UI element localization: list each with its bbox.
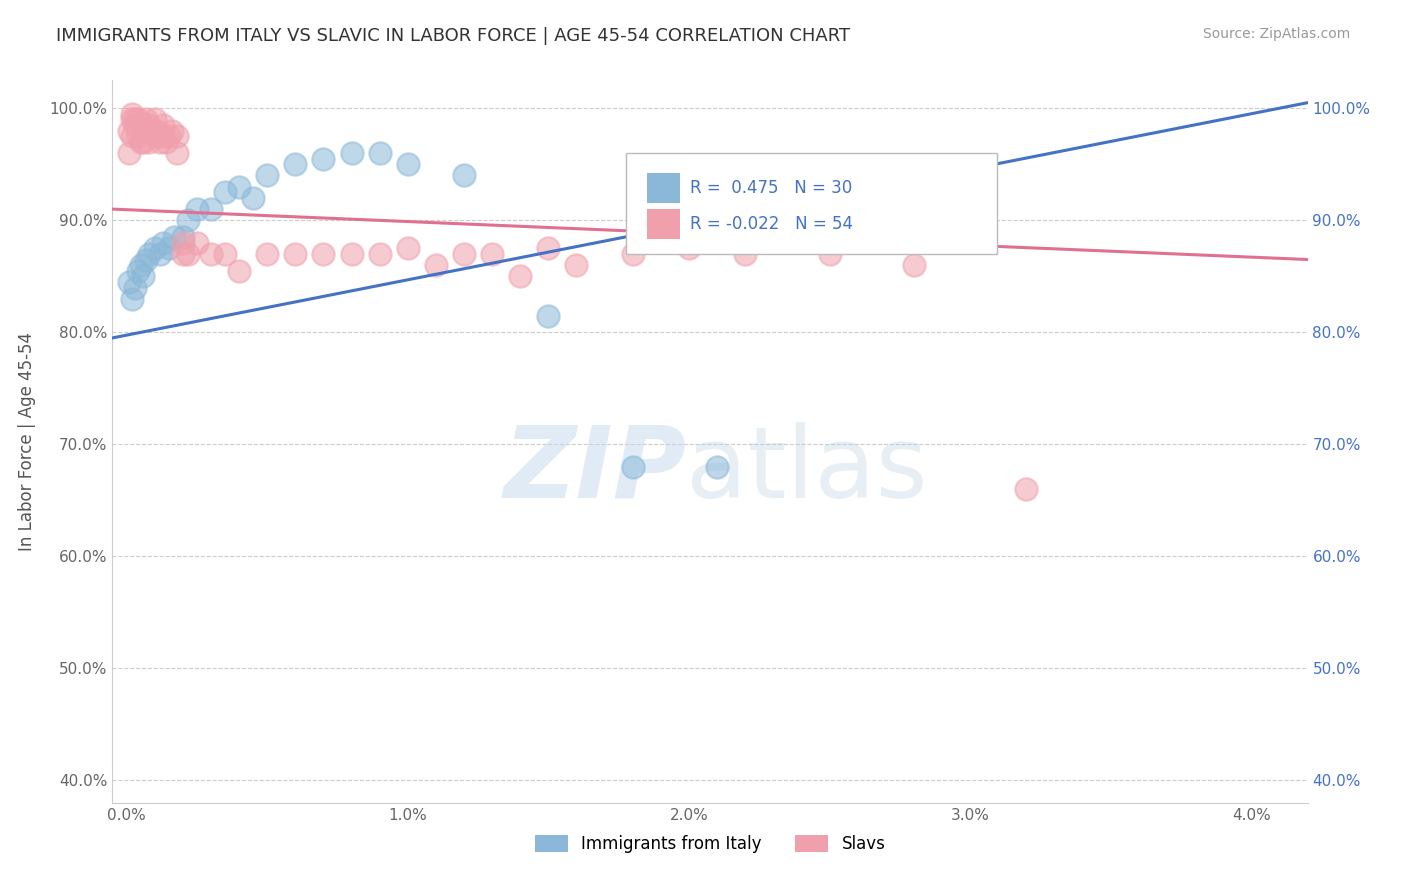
- Point: [149, 247, 172, 261]
- Point: [565, 258, 588, 272]
- Point: [453, 169, 475, 183]
- Point: [124, 280, 146, 294]
- Point: [177, 213, 200, 227]
- Point: [340, 247, 363, 261]
- Point: [143, 112, 166, 127]
- Point: [163, 230, 186, 244]
- Point: [166, 129, 188, 144]
- Point: [284, 247, 307, 261]
- Point: [138, 135, 160, 149]
- FancyBboxPatch shape: [647, 209, 681, 239]
- Point: [138, 247, 160, 261]
- Point: [214, 186, 236, 200]
- Point: [172, 235, 194, 250]
- Point: [129, 118, 152, 132]
- Text: ZIP: ZIP: [503, 422, 686, 519]
- Point: [121, 112, 143, 127]
- Point: [135, 252, 157, 267]
- Point: [157, 241, 180, 255]
- Point: [734, 247, 756, 261]
- Point: [152, 235, 174, 250]
- Text: R =  0.475   N = 30: R = 0.475 N = 30: [690, 179, 852, 197]
- Text: atlas: atlas: [686, 422, 928, 519]
- Point: [172, 247, 194, 261]
- Point: [118, 146, 141, 161]
- FancyBboxPatch shape: [647, 173, 681, 203]
- Point: [143, 129, 166, 144]
- Point: [132, 135, 155, 149]
- Point: [143, 241, 166, 255]
- Point: [141, 124, 163, 138]
- Point: [118, 275, 141, 289]
- Point: [135, 124, 157, 138]
- Point: [242, 191, 264, 205]
- Point: [228, 263, 250, 277]
- Text: Source: ZipAtlas.com: Source: ZipAtlas.com: [1202, 27, 1350, 41]
- Point: [256, 169, 278, 183]
- Point: [124, 112, 146, 127]
- Point: [621, 459, 644, 474]
- Point: [186, 202, 208, 216]
- Point: [396, 157, 419, 171]
- Point: [228, 179, 250, 194]
- Point: [146, 124, 169, 138]
- Point: [340, 146, 363, 161]
- Point: [256, 247, 278, 261]
- Point: [124, 118, 146, 132]
- Point: [160, 124, 183, 138]
- Point: [127, 263, 149, 277]
- Point: [166, 146, 188, 161]
- Point: [157, 129, 180, 144]
- Point: [118, 124, 141, 138]
- Point: [138, 118, 160, 132]
- Point: [284, 157, 307, 171]
- Point: [129, 258, 152, 272]
- Point: [177, 247, 200, 261]
- Point: [186, 235, 208, 250]
- Point: [132, 269, 155, 284]
- Point: [453, 247, 475, 261]
- Point: [537, 309, 560, 323]
- Point: [121, 292, 143, 306]
- Point: [172, 230, 194, 244]
- Point: [368, 146, 391, 161]
- Point: [509, 269, 531, 284]
- Point: [149, 135, 172, 149]
- Point: [155, 135, 177, 149]
- Point: [425, 258, 447, 272]
- Point: [127, 112, 149, 127]
- Point: [121, 129, 143, 144]
- Point: [135, 112, 157, 127]
- Point: [127, 129, 149, 144]
- Point: [152, 118, 174, 132]
- Point: [818, 247, 841, 261]
- Point: [621, 247, 644, 261]
- Point: [121, 107, 143, 121]
- Point: [678, 241, 700, 255]
- Point: [312, 247, 335, 261]
- Text: IMMIGRANTS FROM ITALY VS SLAVIC IN LABOR FORCE | AGE 45-54 CORRELATION CHART: IMMIGRANTS FROM ITALY VS SLAVIC IN LABOR…: [56, 27, 851, 45]
- Point: [152, 129, 174, 144]
- Point: [214, 247, 236, 261]
- Point: [200, 202, 222, 216]
- Point: [396, 241, 419, 255]
- Point: [200, 247, 222, 261]
- Point: [1015, 482, 1038, 496]
- Legend: Immigrants from Italy, Slavs: Immigrants from Italy, Slavs: [527, 828, 893, 860]
- Point: [132, 118, 155, 132]
- Point: [903, 258, 925, 272]
- Point: [368, 247, 391, 261]
- Point: [481, 247, 503, 261]
- FancyBboxPatch shape: [627, 153, 997, 253]
- Point: [129, 135, 152, 149]
- Y-axis label: In Labor Force | Age 45-54: In Labor Force | Age 45-54: [18, 332, 35, 551]
- Point: [706, 459, 728, 474]
- Text: R = -0.022   N = 54: R = -0.022 N = 54: [690, 215, 852, 233]
- Point: [537, 241, 560, 255]
- Point: [312, 152, 335, 166]
